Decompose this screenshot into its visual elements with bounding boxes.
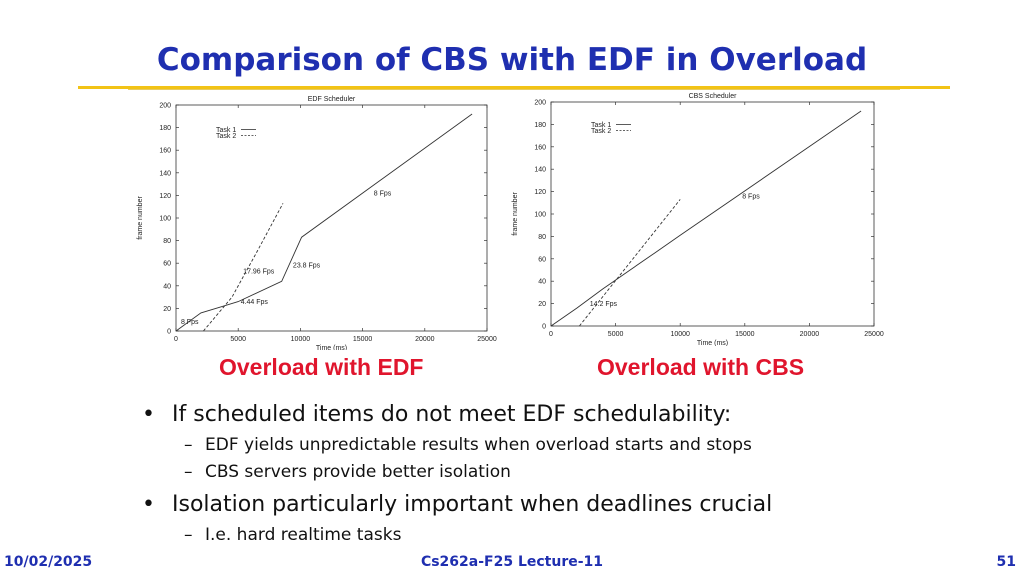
sub-bullet-item: – EDF yields unpredictable results when …: [140, 432, 1000, 459]
legend-label: Task 2: [216, 133, 236, 140]
y-tick-label: 120: [159, 193, 171, 200]
x-tick-label: 25000: [864, 331, 884, 338]
sub-bullet-text: EDF yields unpredictable results when ov…: [205, 435, 752, 455]
y-tick-label: 20: [538, 301, 546, 308]
sub-bullet-item: – CBS servers provide better isolation: [140, 459, 1000, 486]
y-tick-label: 0: [542, 324, 546, 331]
edf-chart: EDF Scheduler Time (ms) frame number 0 5000 1…: [130, 92, 500, 350]
legend-label: Task 1: [591, 122, 611, 129]
series-line-1: [550, 110, 862, 327]
edf-chart-svg: EDF Scheduler Time (ms) frame number 0 5000 1…: [137, 96, 497, 350]
y-tick-label: 140: [534, 167, 546, 174]
x-axis-label: Time (ms): [316, 345, 347, 350]
y-tick-label: 200: [534, 100, 546, 107]
y-tick-label: 80: [538, 234, 546, 241]
x-axis-label: Time (ms): [697, 340, 728, 346]
data-annotation: 14.2 Fps: [590, 301, 618, 308]
y-tick-label: 100: [534, 212, 546, 219]
bullet-text: If scheduled items do not meet EDF sched…: [172, 402, 732, 427]
y-tick-label: 180: [159, 125, 171, 132]
data-annotation: 8 Fps: [742, 193, 760, 200]
sub-bullet-text: I.e. hard realtime tasks: [205, 525, 402, 545]
y-tick-label: 40: [163, 283, 171, 290]
y-tick-label: 100: [159, 216, 171, 223]
bullet-text: Isolation particularly important when de…: [172, 492, 773, 517]
y-tick-label: 180: [534, 122, 546, 129]
y-tick-label: 160: [159, 148, 171, 155]
cbs-caption: Overload with CBS: [597, 354, 805, 380]
data-annotation: 23.8 Fps: [293, 263, 321, 270]
y-tick-label: 140: [159, 170, 171, 177]
sub-bullet-glyph: –: [184, 435, 193, 455]
slide-title: Comparison of CBS with EDF in Overload: [156, 42, 868, 78]
x-tick-label: 25000: [477, 336, 497, 343]
cbs-chart-svg: CBS Scheduler Time (ms) frame number 0 5000 1…: [512, 93, 884, 346]
x-tick-label: 20000: [800, 331, 820, 338]
x-tick-label: 15000: [735, 331, 755, 338]
x-tick-label: 15000: [353, 336, 373, 343]
chart-title: EDF Scheduler: [308, 96, 356, 103]
series-line-2: [579, 199, 681, 327]
footer-course: Cs262a-F25 Lecture-11: [420, 554, 604, 570]
y-tick-label: 160: [534, 144, 546, 151]
x-tick-label: 20000: [415, 336, 435, 343]
title-rule: [78, 86, 950, 89]
y-axis-label: frame number: [512, 192, 519, 236]
bullet-glyph: •: [142, 492, 155, 517]
x-tick-label: 5000: [230, 336, 246, 343]
bullet-item: • Isolation particularly important when …: [140, 490, 1000, 520]
sub-bullet-text: CBS servers provide better isolation: [205, 462, 511, 482]
bullet-glyph: •: [142, 402, 155, 427]
legend-label: Task 2: [591, 128, 611, 135]
sub-bullet-glyph: –: [184, 462, 193, 482]
y-tick-label: 0: [167, 329, 171, 336]
y-tick-label: 40: [538, 279, 546, 286]
footer-date: 10/02/2025: [4, 554, 93, 570]
y-tick-label: 60: [538, 256, 546, 263]
x-tick-label: 0: [549, 331, 553, 338]
y-tick-label: 200: [159, 103, 171, 110]
series-line-2: [203, 203, 284, 332]
bullet-item: • If scheduled items do not meet EDF sch…: [140, 400, 1000, 430]
data-annotation: 8 Fps: [181, 319, 199, 326]
x-tick-label: 10000: [291, 336, 311, 343]
series-line-1: [175, 113, 473, 332]
footer-page-number: 51: [996, 554, 1016, 570]
title-rule-thin: [128, 89, 900, 90]
y-tick-label: 80: [163, 238, 171, 245]
legend-label: Task 1: [216, 127, 236, 134]
x-tick-label: 0: [174, 336, 178, 343]
sub-bullet-glyph: –: [184, 525, 193, 545]
data-annotation: 17.96 Fps: [243, 268, 275, 275]
chart-title: CBS Scheduler: [689, 93, 738, 100]
x-tick-label: 5000: [608, 331, 624, 338]
data-annotation: 8 Fps: [374, 190, 392, 197]
bullet-list: • If scheduled items do not meet EDF sch…: [140, 400, 1000, 549]
cbs-chart: CBS Scheduler Time (ms) frame number 0 5000 1…: [505, 90, 885, 346]
edf-caption: Overload with EDF: [219, 354, 424, 380]
y-axis-label: frame number: [137, 196, 144, 240]
y-tick-label: 60: [163, 261, 171, 268]
x-tick-label: 10000: [670, 331, 690, 338]
y-tick-label: 20: [163, 306, 171, 313]
sub-bullet-item: – I.e. hard realtime tasks: [140, 522, 1000, 549]
data-annotation: 4.44 Fps: [241, 299, 269, 306]
y-tick-label: 120: [534, 189, 546, 196]
